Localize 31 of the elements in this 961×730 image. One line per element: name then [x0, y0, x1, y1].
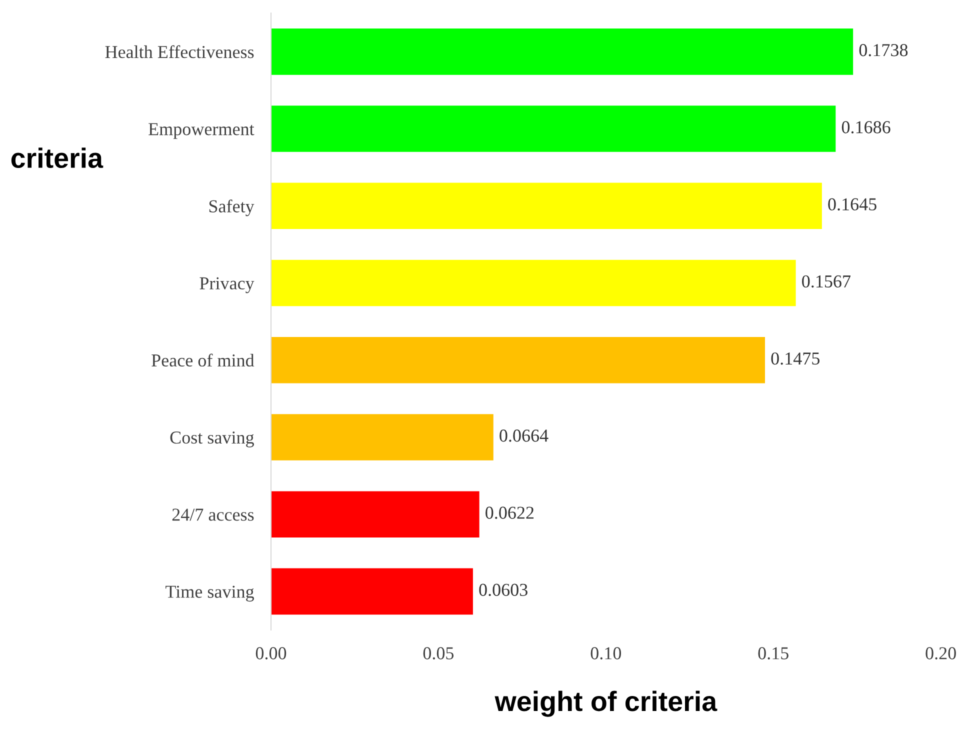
- y-tick-label: Time saving: [166, 586, 254, 602]
- data-label: 0.1686: [842, 121, 890, 134]
- bar: [271, 260, 796, 306]
- data-label: 0.1567: [802, 275, 850, 288]
- bar: [271, 182, 822, 230]
- y-tick-label: Empowerment: [148, 123, 254, 139]
- data-label: 0.0603: [479, 584, 528, 596]
- y-tick-label: Cost saving: [170, 432, 254, 448]
- x-tick-label: 0.10: [590, 647, 622, 660]
- data-label: 0.1645: [828, 198, 876, 211]
- y-tick-label: Health Effectiveness: [105, 45, 254, 58]
- bar: [271, 414, 494, 460]
- x-tick-label: 0.05: [423, 647, 454, 660]
- bar: [271, 568, 473, 615]
- data-label: 0.0622: [486, 506, 534, 519]
- bar: [271, 491, 480, 538]
- y-axis-title: criteria: [11, 148, 104, 168]
- y-tick-label: Safety: [209, 200, 254, 216]
- bar: [271, 28, 854, 75]
- y-tick-label: 24/7 access: [172, 508, 254, 521]
- x-tick-label: 0.00: [256, 647, 286, 660]
- bar: [271, 106, 836, 152]
- x-axis-title: weight of criteria: [494, 690, 718, 717]
- data-label: 0.1475: [771, 352, 820, 365]
- y-tick-label: Privacy: [200, 277, 254, 294]
- x-tick-label: 0.15: [758, 647, 788, 660]
- data-label: 0.0664: [500, 430, 548, 442]
- bar: [271, 336, 765, 384]
- y-tick-label: Peace of mind: [152, 354, 254, 367]
- data-label: 0.1738: [859, 44, 908, 56]
- x-tick-label: 0.20: [926, 647, 956, 660]
